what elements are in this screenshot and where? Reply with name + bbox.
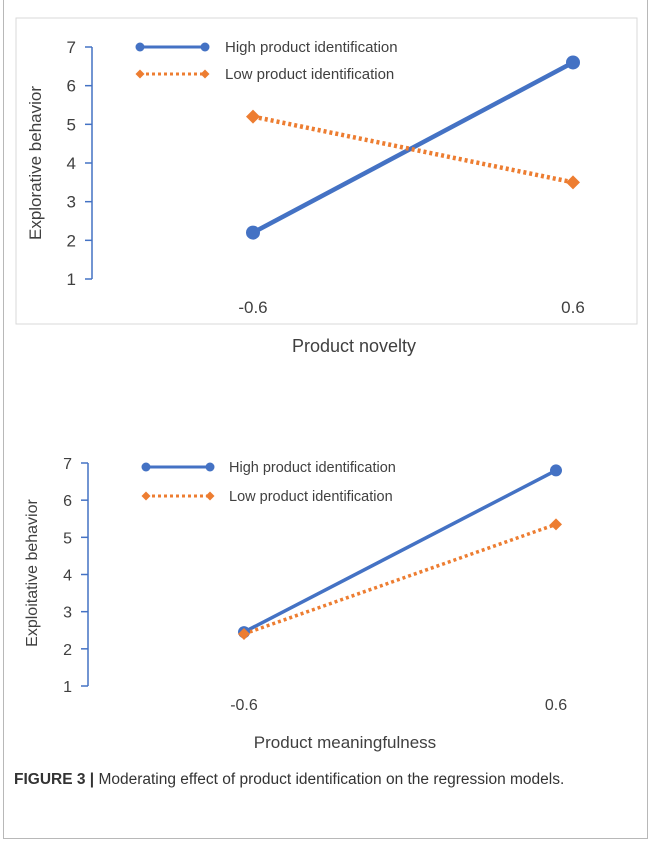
series-lines bbox=[243, 468, 557, 636]
y-ticks: 1 2 3 4 5 6 7 bbox=[63, 456, 88, 696]
data-point bbox=[246, 109, 260, 124]
legend-marker bbox=[200, 42, 210, 52]
data-point bbox=[566, 175, 580, 190]
y-tick-label: 1 bbox=[63, 679, 72, 696]
x-tick-label: 0.6 bbox=[561, 298, 585, 317]
y-tick-label: 2 bbox=[67, 231, 76, 250]
figure-caption: FIGURE 3 | Moderating effect of product … bbox=[14, 767, 634, 792]
y-axis-label: Exploitative behavior bbox=[24, 499, 41, 647]
x-ticks: -0.6 0.6 bbox=[238, 298, 584, 317]
caption-text: Moderating effect of product identificat… bbox=[94, 771, 565, 788]
legend-label: High product identification bbox=[225, 39, 398, 56]
y-tick-label: 4 bbox=[63, 568, 72, 585]
x-axis-label: Product novelty bbox=[292, 336, 416, 356]
chart-exploitative: 1 2 3 4 5 6 7 -0.6 0.6 High product identificat… bbox=[24, 456, 567, 752]
y-tick-label: 3 bbox=[67, 193, 76, 212]
chart-explorative: 1 2 3 4 5 6 7 -0.6 0.6 High product identificat… bbox=[15, 17, 638, 356]
legend: High product identification Low product i… bbox=[135, 39, 398, 83]
y-tick-label: 3 bbox=[63, 605, 72, 622]
legend-marker bbox=[141, 491, 151, 501]
y-tick-label: 7 bbox=[63, 456, 72, 473]
markers bbox=[246, 55, 580, 240]
legend-marker bbox=[135, 69, 145, 79]
y-tick-label: 7 bbox=[67, 38, 76, 57]
legend-label: Low product identification bbox=[229, 489, 393, 505]
legend-marker bbox=[135, 42, 145, 52]
legend-marker bbox=[205, 491, 215, 501]
legend-label: High product identification bbox=[229, 460, 396, 476]
x-tick-label: 0.6 bbox=[545, 697, 567, 714]
y-tick-label: 6 bbox=[63, 493, 72, 510]
legend-label: Low product identification bbox=[225, 66, 394, 83]
caption-label: FIGURE 3 | bbox=[14, 771, 95, 788]
legend-marker bbox=[205, 462, 215, 472]
series-line bbox=[243, 522, 557, 636]
data-point bbox=[550, 518, 562, 531]
legend: High product identification Low product i… bbox=[141, 460, 396, 505]
y-tick-label: 2 bbox=[63, 642, 72, 659]
series-line bbox=[252, 114, 574, 185]
series-line bbox=[243, 468, 557, 634]
x-axis-label: Product meaningfulness bbox=[254, 733, 436, 752]
legend-marker bbox=[141, 462, 151, 472]
y-tick-label: 5 bbox=[63, 530, 72, 547]
y-tick-label: 4 bbox=[67, 154, 76, 173]
y-ticks: 1 2 3 4 5 6 7 bbox=[67, 38, 92, 289]
markers bbox=[238, 464, 562, 640]
x-tick-label: -0.6 bbox=[230, 697, 258, 714]
legend-marker bbox=[200, 69, 210, 79]
data-point bbox=[550, 464, 562, 477]
data-point bbox=[238, 627, 250, 640]
figure-frame bbox=[3, 0, 648, 839]
y-axis-label: Explorative behavior bbox=[26, 86, 45, 240]
plot-area-border bbox=[15, 17, 638, 325]
x-ticks: -0.6 0.6 bbox=[230, 697, 567, 714]
y-tick-label: 5 bbox=[67, 115, 76, 134]
data-point bbox=[566, 55, 580, 70]
series-lines bbox=[251, 60, 575, 235]
y-tick-label: 6 bbox=[67, 77, 76, 96]
data-point bbox=[246, 225, 260, 240]
x-tick-label: -0.6 bbox=[238, 298, 267, 317]
y-tick-label: 1 bbox=[67, 270, 76, 289]
